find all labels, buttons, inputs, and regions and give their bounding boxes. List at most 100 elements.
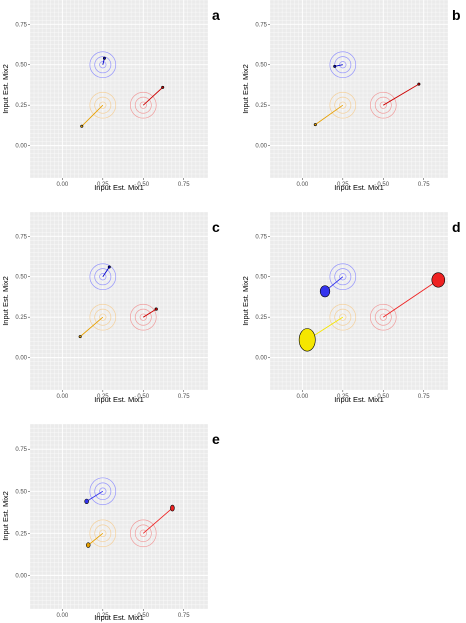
true-center-ring — [89, 91, 117, 119]
estimate-point — [80, 124, 84, 128]
y-tick-label: 0.75 — [15, 22, 27, 28]
true-center-ring — [329, 91, 357, 119]
estimate-point — [86, 542, 91, 548]
panel-letter: e — [212, 431, 220, 447]
x-tick-label: 0.50 — [137, 613, 149, 619]
estimate-connector — [142, 507, 173, 534]
true-center-ring — [139, 101, 147, 109]
true-center-ring — [369, 91, 397, 119]
estimate-connector — [142, 87, 163, 106]
x-tick-label: 0.25 — [97, 613, 109, 619]
y-tick-label: 0.25 — [255, 103, 267, 109]
panel-letter: b — [452, 7, 461, 23]
estimates — [298, 272, 446, 352]
y-tick-label: 0.75 — [15, 234, 27, 240]
x-tick-label: 0.25 — [97, 182, 109, 188]
x-axis-title: Input Est. Mix1 — [94, 183, 144, 192]
x-axis-title: Input Est. Mix1 — [94, 395, 144, 404]
true-centers — [89, 51, 157, 119]
major-gridlines — [30, 212, 208, 390]
true-center-ring — [329, 303, 357, 331]
x-tick-label: 0.00 — [297, 182, 309, 188]
x-tick-label: 0.75 — [418, 182, 430, 188]
estimate-point — [313, 123, 317, 127]
true-center-ring — [94, 524, 112, 543]
true-center-ring — [99, 101, 107, 109]
true-center-ring — [139, 529, 147, 538]
estimate-connector — [383, 279, 439, 318]
true-center-ring — [89, 519, 117, 548]
true-center-ring — [369, 303, 397, 331]
y-tick-label: 0.00 — [255, 356, 267, 362]
estimate-point — [431, 272, 446, 288]
y-tick-label: 0.00 — [15, 144, 27, 150]
y-tick-label: 0.75 — [15, 447, 27, 453]
true-center-ring — [129, 91, 157, 119]
true-center-ring — [94, 308, 112, 326]
true-center-ring — [339, 61, 347, 69]
y-axis-title: Input Est. Mix2 — [1, 276, 10, 326]
estimate-connector — [315, 104, 344, 125]
true-center-ring — [134, 308, 152, 326]
x-tick-label: 0.75 — [418, 394, 430, 400]
y-tick-label: 0.00 — [15, 356, 27, 362]
estimate-connector — [102, 266, 110, 277]
true-centers — [329, 51, 397, 119]
true-center-ring — [129, 303, 157, 331]
panel-letter: d — [452, 219, 461, 235]
x-tick-label: 0.00 — [57, 394, 69, 400]
x-tick-label: 0.00 — [57, 613, 69, 619]
true-center-ring — [329, 263, 357, 291]
x-tick-label: 0.25 — [337, 394, 349, 400]
major-gridlines — [270, 212, 448, 390]
major-gridlines — [30, 0, 208, 178]
true-center-ring — [339, 313, 347, 321]
major-gridlines — [30, 424, 208, 609]
true-centers — [89, 477, 157, 548]
y-tick-label: 0.25 — [255, 315, 267, 321]
y-tick-label: 0.25 — [15, 103, 27, 109]
y-axis-title: Input Est. Mix2 — [241, 64, 250, 114]
y-tick-label: 0.50 — [15, 275, 27, 281]
true-center-ring — [94, 268, 112, 286]
estimate-connector — [143, 308, 157, 318]
panel-e: 0.00 0.25 0.50 0.75 0.00 0.25 0.50 0.75 Input E… — [1, 423, 220, 622]
y-tick-label: 0.50 — [15, 489, 27, 495]
true-center-ring — [99, 273, 107, 281]
true-center-ring — [99, 313, 107, 321]
true-center-ring — [379, 101, 387, 109]
axis-ticks: 0.00 0.25 0.50 0.75 0.00 0.25 0.50 0.75 — [255, 22, 430, 188]
true-center-ring — [94, 482, 112, 501]
true-center-ring — [139, 313, 147, 321]
true-center-ring — [129, 519, 157, 548]
true-center-ring — [99, 487, 107, 495]
estimate-point — [78, 335, 82, 339]
x-axis-title: Input Est. Mix1 — [94, 613, 144, 622]
true-center-ring — [334, 268, 352, 286]
x-axis-title: Input Est. Mix1 — [334, 395, 384, 404]
estimates — [80, 56, 165, 128]
x-tick-label: 0.00 — [297, 394, 309, 400]
estimates — [78, 265, 158, 339]
true-center-ring — [89, 263, 117, 291]
true-center-ring — [89, 51, 117, 79]
estimate-point — [107, 265, 111, 269]
minor-gridlines — [29, 211, 209, 391]
true-center-ring — [374, 96, 392, 114]
x-tick-label: 0.75 — [178, 394, 190, 400]
true-center-ring — [334, 308, 352, 326]
x-tick-label: 0.25 — [97, 394, 109, 400]
true-center-ring — [339, 273, 347, 281]
y-tick-label: 0.75 — [255, 234, 267, 240]
true-center-ring — [99, 529, 107, 538]
estimate-point — [298, 328, 316, 352]
y-tick-label: 0.00 — [255, 144, 267, 150]
y-axis-title: Input Est. Mix2 — [1, 64, 10, 114]
panel-letter: a — [212, 7, 220, 23]
true-centers — [89, 263, 157, 331]
y-axis-title: Input Est. Mix2 — [241, 276, 250, 326]
true-center-ring — [134, 524, 152, 543]
x-tick-label: 0.50 — [377, 182, 389, 188]
true-center-ring — [89, 303, 117, 331]
